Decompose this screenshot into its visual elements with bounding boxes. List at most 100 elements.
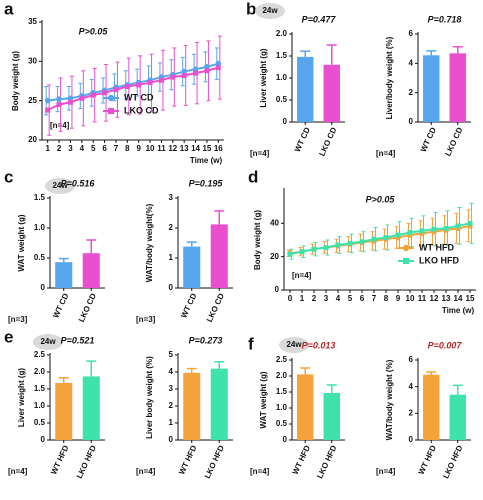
x-tick-label: LKO HFD [203, 444, 226, 480]
x-tick-label: 2 [57, 144, 62, 153]
n-label: [n=3] [136, 315, 156, 324]
bar [297, 374, 314, 440]
legend-label: LKO CD [124, 105, 159, 115]
x-tick-label: WT CD [293, 126, 312, 154]
y-axis-label: WAT/body weight (%) [385, 359, 394, 440]
badge [279, 337, 309, 353]
p-value: P=0.007 [428, 340, 463, 350]
x-tick-label: 11 [157, 144, 166, 153]
panel-label: f [248, 334, 254, 353]
y-tick-label: 2.0 [276, 29, 288, 38]
x-tick-label: 4 [336, 294, 341, 303]
y-tick-label: 4 [169, 367, 174, 376]
legend-label: WT HFD [419, 242, 454, 252]
point [181, 68, 187, 75]
point [335, 242, 341, 248]
y-tick-label: 6 [409, 355, 414, 364]
legend-marker [108, 108, 114, 114]
y-tick-label: 2 [409, 88, 414, 97]
y-tick-label: 0 [283, 435, 288, 444]
point [443, 225, 449, 231]
point [323, 245, 329, 250]
p-value: P=0.013 [302, 340, 336, 350]
point [67, 99, 73, 105]
point [299, 249, 305, 255]
point [44, 97, 51, 104]
y-tick-label: 20 [270, 252, 279, 261]
n-label: [n=3] [8, 315, 28, 324]
n-label: [n=4] [376, 467, 396, 476]
y-tick-label: 3 [169, 193, 174, 202]
y-tick-label: 30 [28, 56, 37, 65]
point [56, 102, 62, 108]
y-tick-label: 0 [41, 435, 46, 444]
x-axis-label: Time (w) [442, 306, 475, 315]
point [147, 80, 153, 86]
y-tick-label: 4 [409, 58, 414, 67]
y-axis-label: WAT weight (g) [259, 371, 268, 429]
x-tick-label: LKO HFD [75, 444, 98, 480]
point [359, 239, 365, 245]
y-tick-label: 1.5 [276, 51, 288, 60]
y-tick-label: 1 [169, 418, 174, 427]
n-label: [n=4] [8, 467, 28, 476]
bar [323, 392, 340, 440]
p-value: P>0.05 [79, 26, 109, 36]
x-tick-label: 3 [68, 144, 73, 153]
point [383, 235, 389, 240]
y-tick-label: 0.5 [276, 419, 288, 428]
n-label: [n=4] [250, 149, 270, 158]
series-line [47, 66, 219, 112]
y-tick-label: 1.0 [276, 73, 288, 82]
point [419, 228, 425, 234]
x-tick-label: 8 [384, 294, 389, 303]
point [215, 65, 221, 71]
y-tick-label: 0.5 [34, 418, 46, 427]
bar [183, 372, 201, 440]
bar [210, 368, 228, 440]
badge-label: 24w [52, 181, 68, 190]
y-tick-label: 0 [275, 285, 280, 294]
badge-label: 24w [40, 337, 56, 346]
bar [449, 394, 466, 440]
x-tick-label: 16 [214, 144, 223, 153]
point [170, 74, 176, 80]
p-value: P>0.05 [366, 194, 396, 204]
point [347, 240, 353, 246]
point [124, 84, 130, 90]
bar [323, 64, 340, 122]
x-tick-label: 12 [430, 294, 439, 303]
y-tick-label: 1.0 [34, 401, 46, 410]
point [455, 223, 461, 229]
x-tick-label: WT HFD [177, 444, 198, 476]
n-label: [n=4] [50, 121, 70, 130]
point [215, 60, 222, 67]
y-axis-label: WAT weight (g) [17, 214, 26, 272]
point [371, 236, 377, 242]
x-tick-label: 13 [442, 294, 451, 303]
bar [82, 253, 100, 288]
point [193, 70, 199, 76]
y-tick-label: 5 [169, 350, 174, 359]
x-tick-label: 7 [114, 144, 119, 153]
x-tick-label: 0 [288, 294, 293, 303]
x-tick-label: 2 [312, 294, 317, 303]
y-tick-label: 1.0 [276, 403, 288, 412]
x-tick-label: WT HFD [49, 444, 70, 476]
point [431, 226, 437, 232]
y-tick-label: 25 [28, 96, 37, 105]
x-tick-label: 11 [418, 294, 427, 303]
legend-label: WT CD [124, 92, 154, 102]
panel-label: a [4, 0, 14, 18]
y-tick-label: 1.5 [276, 387, 288, 396]
x-tick-label: 14 [454, 294, 463, 303]
n-label: [n=4] [136, 467, 156, 476]
y-tick-label: 0.5 [276, 95, 288, 104]
badge [33, 334, 63, 350]
x-tick-label: 15 [202, 144, 211, 153]
x-axis-label: Time (w) [190, 156, 223, 165]
bar [82, 376, 100, 440]
y-tick-label: 2 [169, 223, 174, 232]
x-tick-label: 6 [102, 144, 107, 153]
